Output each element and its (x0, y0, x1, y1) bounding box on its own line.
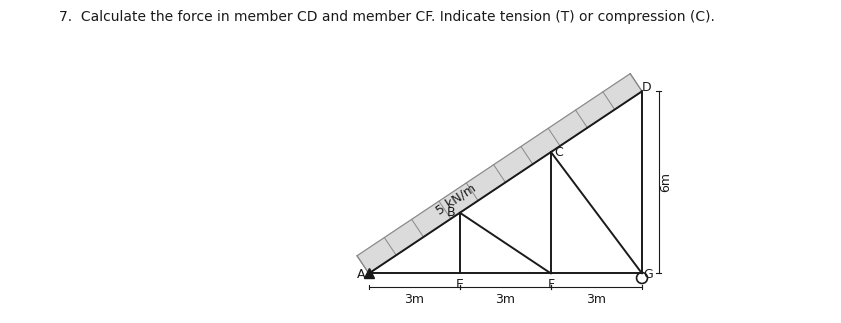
Text: G: G (643, 268, 653, 281)
Text: 3m: 3m (495, 293, 516, 306)
Text: 6m: 6m (659, 172, 672, 193)
Text: E: E (456, 277, 464, 291)
Text: 5 kN/m: 5 kN/m (433, 182, 478, 217)
Polygon shape (357, 74, 642, 274)
Text: B: B (447, 206, 455, 219)
Text: 3m: 3m (586, 293, 606, 306)
Text: D: D (642, 81, 652, 94)
Text: 3m: 3m (405, 293, 425, 306)
Text: A: A (357, 268, 366, 281)
Text: F: F (547, 277, 554, 291)
Text: 7.  Calculate the force in member CD and member CF. Indicate tension (T) or comp: 7. Calculate the force in member CD and … (59, 10, 715, 24)
Text: C: C (554, 146, 563, 159)
